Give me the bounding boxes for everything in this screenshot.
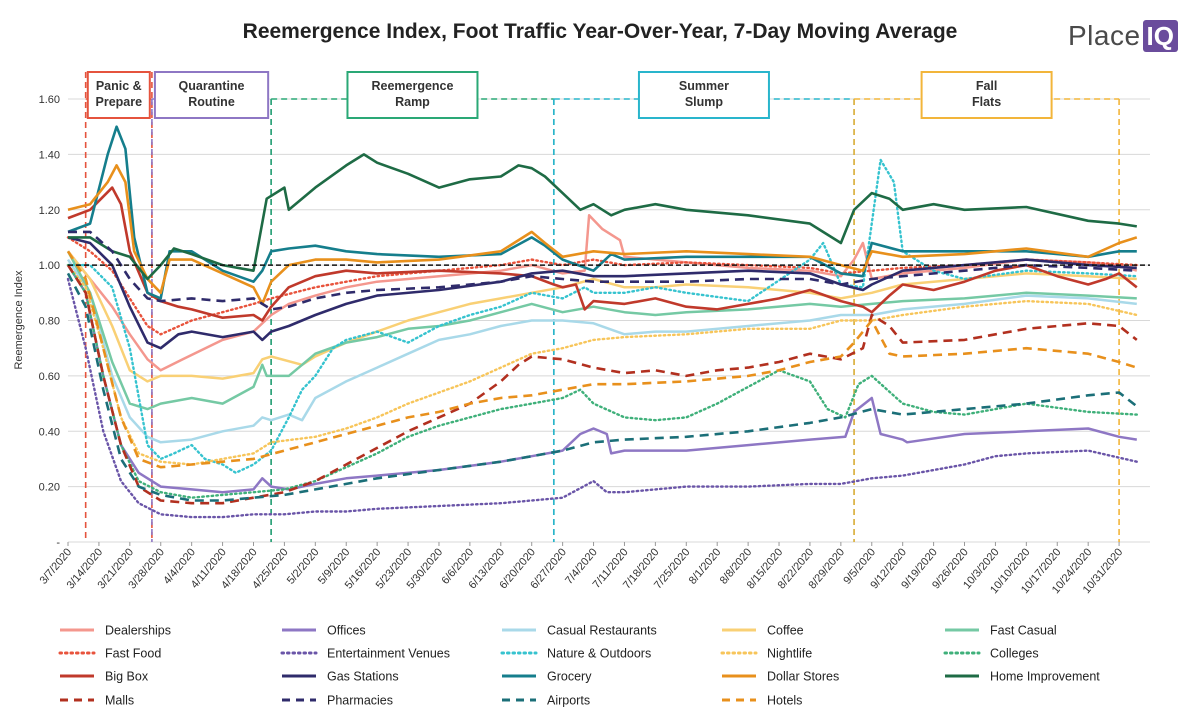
legend-label: Offices xyxy=(327,624,366,638)
brand-name: Place xyxy=(1068,20,1141,51)
brand-badge: IQ xyxy=(1142,20,1178,52)
legend-label: Hotels xyxy=(767,694,802,708)
series-line-grocery xyxy=(67,125,1137,300)
legend-label: Home Improvement xyxy=(990,670,1100,684)
legend-label: Colleges xyxy=(990,647,1039,661)
series-line-nature-outdoors xyxy=(66,158,1139,474)
x-axis: 3/7/20203/14/20203/21/20203/28/20204/4/2… xyxy=(38,542,1125,596)
series-line-offices xyxy=(66,264,1137,494)
legend-label: Airports xyxy=(547,694,590,708)
chart-title: Reemergence Index, Foot Traffic Year-Ove… xyxy=(242,20,958,43)
legend-label: Grocery xyxy=(547,670,592,684)
phase-annotations: Panic & Prepare Quarantine Routine Reemergen… xyxy=(84,71,1120,542)
y-tick-label: 0.40 xyxy=(39,426,60,438)
series-line-hotels xyxy=(66,250,1138,469)
legend-label: Gas Stations xyxy=(327,670,399,684)
series-line-casual-restaurants xyxy=(66,258,1137,444)
legend-label: Pharmacies xyxy=(327,694,393,708)
y-tick-label: - xyxy=(56,537,60,549)
y-tick-label: 1.20 xyxy=(39,205,60,217)
phase-label: Quarantine xyxy=(179,79,245,93)
legend: Dealerships Offices Casual Restaurants Coff… xyxy=(58,624,1100,708)
legend-label: Coffee xyxy=(767,624,804,638)
legend-label: Fast Casual xyxy=(990,624,1057,638)
phase-label-box xyxy=(86,71,151,119)
series-line-entertainment-venues xyxy=(66,277,1139,519)
legend-label: Malls xyxy=(105,694,134,708)
series-line-big-box xyxy=(67,186,1138,322)
series-line-home-improvement xyxy=(68,153,1138,281)
legend-label: Fast Food xyxy=(105,647,161,661)
phase-label-box xyxy=(346,71,479,119)
phase-label: Flats xyxy=(972,95,1001,109)
series-line-dollar-stores xyxy=(67,164,1138,306)
phase-label: Panic & xyxy=(96,79,142,93)
legend-label: Casual Restaurants xyxy=(547,624,657,638)
y-tick-label: 1.60 xyxy=(39,94,60,106)
gridlines xyxy=(68,98,1150,543)
series-line-airports xyxy=(66,272,1138,502)
series-line-coffee xyxy=(67,250,1137,383)
legend-label: Dollar Stores xyxy=(767,670,839,684)
y-tick-label: 1.00 xyxy=(39,260,60,272)
phase-label: Routine xyxy=(188,95,235,109)
phase-label: Ramp xyxy=(395,95,430,109)
phase-label: Summer xyxy=(679,79,729,93)
legend-label: Dealerships xyxy=(105,624,171,638)
phase-label-box xyxy=(153,71,270,119)
phase-label: Reemergence xyxy=(371,79,453,93)
y-tick-label: 1.40 xyxy=(39,149,60,161)
y-tick-label: 0.60 xyxy=(39,371,60,383)
series-lines xyxy=(66,125,1139,519)
series-line-gas-stations xyxy=(67,236,1137,350)
phase-label: Fall xyxy=(976,79,998,93)
x-tick-label: 5/2/2020 xyxy=(285,546,322,587)
y-axis: - 0.20 0.40 0.60 0.80 1.00 1.20 1.40 1.60 xyxy=(39,94,61,549)
phase-label-box xyxy=(920,71,1053,119)
phase-label: Slump xyxy=(685,95,724,109)
legend-label: Big Box xyxy=(105,670,149,684)
legend-label: Entertainment Venues xyxy=(327,647,450,661)
brand-logo: Place IQ xyxy=(1068,20,1178,52)
series-line-dealerships xyxy=(67,214,1138,372)
series-line-colleges xyxy=(66,263,1139,499)
y-tick-label: 0.20 xyxy=(39,482,60,494)
y-axis-label: Reemergence Index xyxy=(13,270,25,370)
phase-label-box xyxy=(637,71,770,119)
x-tick-label: 8/1/2020 xyxy=(687,546,724,587)
series-line-pharmacies xyxy=(68,230,1137,311)
legend-label: Nature & Outdoors xyxy=(547,647,651,661)
legend-label: Nightlife xyxy=(767,647,812,661)
phase-label: Prepare xyxy=(96,95,143,109)
y-tick-label: 0.80 xyxy=(39,316,60,328)
